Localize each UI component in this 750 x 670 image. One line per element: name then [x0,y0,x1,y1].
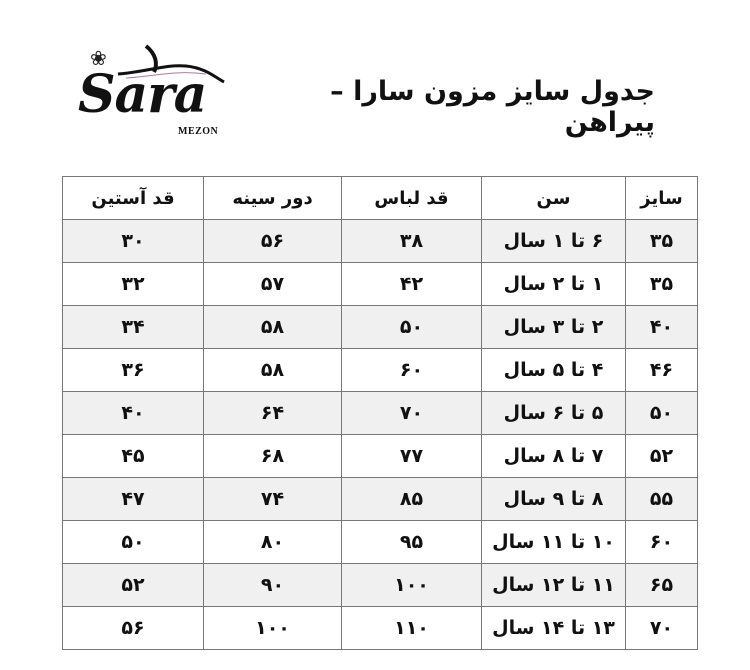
cell-age: ۱ تا ۲ سال [481,262,626,306]
cell-size: ۶۰ [625,520,698,564]
table-row: ۳۵ ۶ تا ۱ سال ۳۸ ۵۶ ۳۰ [62,219,698,263]
cell-size: ۵۰ [625,391,698,435]
table-row: ۶۰ ۱۰ تا ۱۱ سال ۹۵ ۸۰ ۵۰ [62,520,698,564]
cell-sleeve-length: ۴۷ [62,477,204,521]
cell-chest: ۵۸ [203,348,342,392]
cell-size: ۵۲ [625,434,698,478]
cell-dress-length: ۱۱۰ [341,606,482,650]
cell-size: ۳۵ [625,262,698,306]
size-table: سایز سن قد لباس دور سینه قد آستین ۳۵ ۶ تا… [62,176,698,650]
cell-age: ۱۱ تا ۱۲ سال [481,563,626,607]
cell-chest: ۱۰۰ [203,606,342,650]
table-row: ۷۰ ۱۳ تا ۱۴ سال ۱۱۰ ۱۰۰ ۵۶ [62,606,698,650]
table-row: ۵۰ ۵ تا ۶ سال ۷۰ ۶۴ ۴۰ [62,391,698,435]
cell-size: ۷۰ [625,606,698,650]
cell-dress-length: ۷۷ [341,434,482,478]
cell-age: ۱۳ تا ۱۴ سال [481,606,626,650]
table-row: ۴۶ ۴ تا ۵ سال ۶۰ ۵۸ ۳۶ [62,348,698,392]
table-row: ۶۵ ۱۱ تا ۱۲ سال ۱۰۰ ۹۰ ۵۲ [62,563,698,607]
logo-wordmark: Sara [78,64,207,125]
swirl-ornament-icon [117,44,225,84]
cell-sleeve-length: ۳۶ [62,348,204,392]
table-row: ۵۵ ۸ تا ۹ سال ۸۵ ۷۴ ۴۷ [62,477,698,521]
cell-chest: ۵۶ [203,219,342,263]
cell-sleeve-length: ۳۰ [62,219,204,263]
cell-dress-length: ۶۰ [341,348,482,392]
table-row: ۳۵ ۱ تا ۲ سال ۴۲ ۵۷ ۳۲ [62,262,698,306]
cell-sleeve-length: ۳۲ [62,262,204,306]
cell-age: ۸ تا ۹ سال [481,477,626,521]
header-sleeve-length: قد آستین [62,176,204,220]
cell-dress-length: ۷۰ [341,391,482,435]
table-row: ۵۲ ۷ تا ۸ سال ۷۷ ۶۸ ۴۵ [62,434,698,478]
cell-chest: ۷۴ [203,477,342,521]
cell-dress-length: ۵۰ [341,305,482,349]
cell-chest: ۸۰ [203,520,342,564]
logo-subtext: MEZON [178,126,219,137]
cell-size: ۳۵ [625,219,698,263]
cell-age: ۵ تا ۶ سال [481,391,626,435]
cell-size: ۴۶ [625,348,698,392]
cell-dress-length: ۹۵ [341,520,482,564]
rose-icon: ❀ [90,46,107,70]
cell-dress-length: ۱۰۰ [341,563,482,607]
cell-age: ۷ تا ۸ سال [481,434,626,478]
cell-dress-length: ۸۵ [341,477,482,521]
cell-chest: ۹۰ [203,563,342,607]
cell-sleeve-length: ۳۴ [62,305,204,349]
table-row: ۴۰ ۲ تا ۳ سال ۵۰ ۵۸ ۳۴ [62,305,698,349]
header-size: سایز [625,176,698,220]
cell-sleeve-length: ۵۶ [62,606,204,650]
cell-size: ۶۵ [625,563,698,607]
cell-age: ۶ تا ۱ سال [481,219,626,263]
cell-age: ۱۰ تا ۱۱ سال [481,520,626,564]
header-age: سن [481,176,626,220]
cell-size: ۴۰ [625,305,698,349]
header-dress-length: قد لباس [341,176,482,220]
sara-mezon-logo: ❀ Sara MEZON [72,42,225,137]
cell-dress-length: ۳۸ [341,219,482,263]
page-title: جدول سایز مزون سارا – پیراهن [330,76,655,138]
table-header-row: سایز سن قد لباس دور سینه قد آستین [62,176,698,220]
cell-sleeve-length: ۴۰ [62,391,204,435]
cell-chest: ۶۴ [203,391,342,435]
cell-sleeve-length: ۵۰ [62,520,204,564]
cell-chest: ۵۸ [203,305,342,349]
cell-sleeve-length: ۵۲ [62,563,204,607]
cell-chest: ۶۸ [203,434,342,478]
cell-chest: ۵۷ [203,262,342,306]
cell-age: ۲ تا ۳ سال [481,305,626,349]
cell-sleeve-length: ۴۵ [62,434,204,478]
cell-age: ۴ تا ۵ سال [481,348,626,392]
header-chest: دور سینه [203,176,342,220]
cell-dress-length: ۴۲ [341,262,482,306]
cell-size: ۵۵ [625,477,698,521]
